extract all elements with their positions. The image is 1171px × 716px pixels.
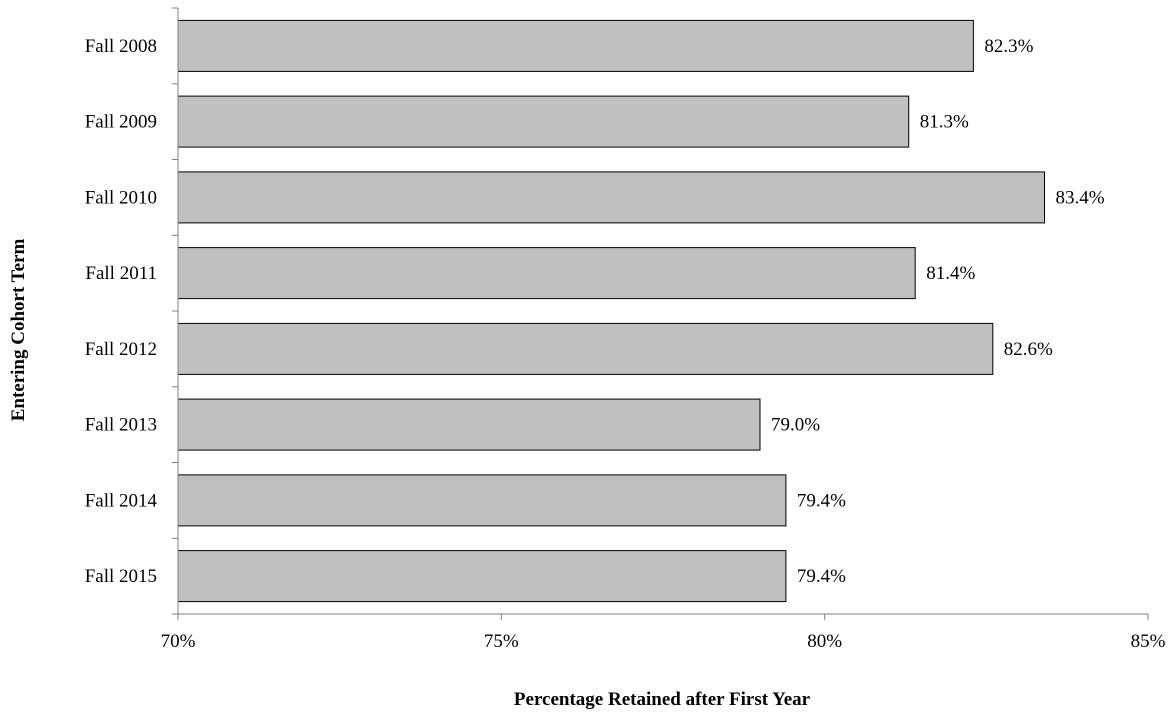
x-tick-label: 70% (161, 631, 196, 652)
data-label: 79.0% (771, 415, 820, 436)
bars-layer (177, 19, 1045, 603)
bar-fall-2015 (177, 550, 787, 603)
data-label: 81.4% (926, 263, 975, 284)
x-tick-label: 85% (1131, 631, 1166, 652)
category-label: Fall 2013 (85, 415, 157, 436)
data-label: 83.4% (1056, 187, 1105, 208)
bar-fall-2009 (177, 95, 910, 148)
x-tick-label: 75% (484, 631, 519, 652)
category-label: Fall 2012 (85, 339, 157, 360)
category-label: Fall 2009 (85, 112, 157, 133)
bar-fall-2014 (177, 474, 787, 527)
category-label: Fall 2010 (85, 187, 157, 208)
category-label: Fall 2015 (85, 566, 157, 587)
bar-fall-2010 (177, 171, 1045, 224)
x-axis-title: Percentage Retained after First Year (514, 689, 811, 710)
category-label: Fall 2014 (85, 490, 158, 511)
data-label: 79.4% (797, 566, 846, 587)
data-label: 81.3% (920, 112, 969, 133)
bar-fall-2011 (177, 247, 916, 300)
category-label: Fall 2011 (85, 263, 157, 284)
bar-fall-2012 (177, 322, 994, 375)
y-axis-title: Entering Cohort Term (8, 239, 29, 422)
bar-fall-2008 (177, 19, 974, 72)
x-tick-label: 80% (807, 631, 842, 652)
bar-fall-2013 (177, 398, 761, 451)
labels-layer: Fall 2008 82.3% Fall 2009 81.3% Fall 2010 83.… (85, 36, 1166, 652)
data-label: 79.4% (797, 490, 846, 511)
category-label: Fall 2008 (85, 36, 157, 57)
data-label: 82.6% (1004, 339, 1053, 360)
data-label: 82.3% (984, 36, 1033, 57)
axes-layer (172, 7, 1149, 620)
